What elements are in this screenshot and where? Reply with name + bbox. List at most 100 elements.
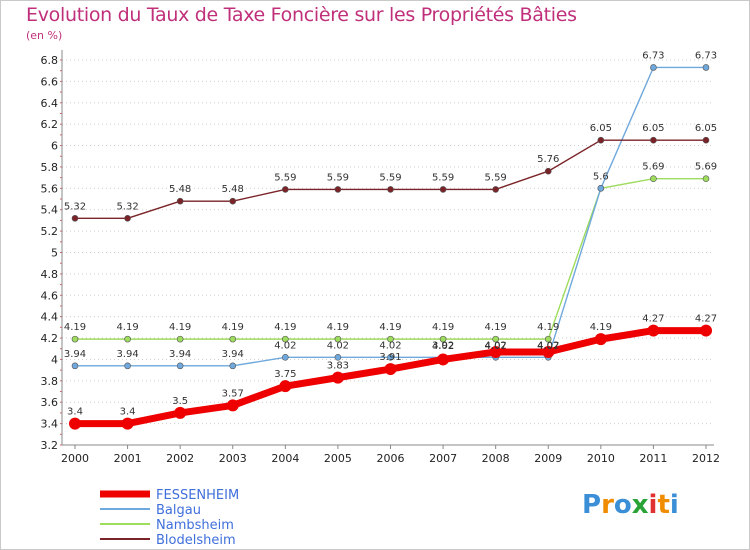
x-tick-label: 2012	[692, 452, 720, 465]
data-label: 4.07	[537, 341, 559, 352]
x-tick-label: 2008	[482, 452, 510, 465]
data-point-blodelsheim	[439, 186, 447, 193]
y-tick-label: 6.6	[41, 75, 59, 88]
data-label: 4.19	[379, 322, 401, 333]
y-tick-label: 3.6	[41, 396, 59, 409]
data-label: 4.19	[222, 322, 244, 333]
data-labels: 4.19 4.19 4.19 4.19 4.19 4.19 4.19 4.19 4.19 4.19…	[64, 50, 717, 417]
data-label: 4.19	[274, 322, 296, 333]
data-point-balgau	[387, 354, 394, 361]
data-point-blodelsheim	[176, 197, 184, 205]
data-point-blodelsheim	[702, 136, 710, 144]
data-point-nambsheim	[71, 335, 79, 343]
data-label: 5.59	[379, 172, 401, 183]
data-label: 4.19	[485, 322, 507, 333]
y-tick-label: 4	[51, 353, 58, 366]
data-point-blodelsheim	[544, 167, 552, 175]
data-label: 4.07	[485, 341, 507, 352]
data-point-balgau	[71, 362, 79, 370]
data-point-fessenheim	[594, 333, 607, 346]
y-tick-label: 5.8	[41, 161, 59, 174]
y-tick-label: 6	[51, 140, 58, 153]
data-label: 5.59	[485, 172, 507, 183]
legend-label-balgau: Balgau	[156, 503, 201, 518]
data-point-fessenheim	[542, 345, 555, 358]
series-line-nambsheim	[74, 178, 707, 340]
data-label: 6.05	[642, 123, 664, 134]
x-tick-label: 2005	[324, 452, 352, 465]
data-point-fessenheim	[437, 353, 450, 366]
proxiti-logo: Proxiti	[582, 490, 679, 520]
data-point-nambsheim	[124, 335, 131, 343]
data-label: 3.94	[64, 349, 86, 360]
y-tick-label: 4.4	[41, 311, 59, 324]
data-label: 3.94	[169, 349, 191, 360]
x-tick-label: 2011	[639, 452, 667, 465]
data-point-nambsheim	[387, 335, 394, 343]
data-label: 6.73	[695, 50, 717, 61]
data-label: 6.05	[695, 123, 717, 134]
data-label: 4.02	[485, 340, 507, 351]
y-tick-label: 3.4	[41, 418, 59, 431]
data-label: 4.19	[64, 322, 86, 333]
data-point-fessenheim	[700, 324, 712, 337]
axes: 3.2 3.4 3.6 3.8 4 4.2 4.4 4.6 4.8 5 5.2 5.4 5.6 5.8 6 6…	[41, 50, 720, 465]
data-point-blodelsheim	[387, 186, 394, 193]
data-point-nambsheim	[650, 175, 657, 183]
y-tick-label: 5.6	[41, 182, 59, 195]
logo-letter: t	[657, 490, 670, 520]
y-tick-label: 6.8	[41, 54, 59, 67]
data-point-balgau	[702, 64, 710, 71]
x-tick-label: 2001	[114, 452, 142, 465]
data-label: 5.48	[169, 184, 191, 195]
data-label: 3.57	[222, 388, 244, 399]
data-label: 5.59	[274, 172, 296, 183]
data-label: 4.02	[274, 340, 296, 351]
data-point-balgau	[282, 354, 289, 361]
x-tick-label: 2007	[429, 452, 457, 465]
data-point-blodelsheim	[71, 214, 79, 222]
data-point-balgau	[334, 354, 342, 361]
data-point-fessenheim	[69, 417, 81, 430]
data-label: 4.02	[379, 340, 401, 351]
legend-label-blodelsheim: Blodelsheim	[156, 533, 236, 548]
y-tick-label: 6.4	[41, 97, 59, 110]
x-tick-label: 2006	[377, 452, 405, 465]
legend-label-nambsheim: Nambsheim	[156, 518, 234, 533]
data-point-nambsheim	[229, 335, 237, 343]
data-label: 5.59	[432, 172, 454, 183]
data-point-blodelsheim	[492, 186, 499, 193]
data-point-balgau	[124, 362, 131, 370]
x-tick-label: 2010	[587, 452, 615, 465]
data-label: 6.73	[642, 50, 664, 61]
data-label: 4.27	[642, 314, 664, 325]
y-tick-label: 4.8	[41, 268, 59, 281]
data-label: 5.59	[327, 172, 349, 183]
y-tick-label: 5.4	[41, 204, 59, 217]
data-label: 4.02	[537, 340, 559, 351]
data-point-fessenheim	[174, 406, 187, 419]
data-label: 4.19	[432, 322, 454, 333]
y-tick-label: 3.8	[41, 375, 59, 388]
data-point-balgau	[650, 64, 657, 71]
data-point-balgau	[229, 362, 237, 370]
data-point-fessenheim	[226, 399, 239, 412]
data-label: 4.19	[327, 322, 349, 333]
logo-letter: o	[613, 490, 632, 520]
data-label: 6.05	[590, 123, 612, 134]
data-point-nambsheim	[702, 175, 710, 183]
data-label: 5.32	[116, 201, 138, 212]
data-label: 5.32	[64, 201, 86, 212]
x-tick-label: 2002	[166, 452, 194, 465]
data-point-blodelsheim	[334, 186, 342, 193]
data-label: 4.27	[695, 314, 717, 325]
data-point-fessenheim	[384, 363, 397, 376]
data-label: 3.5	[172, 396, 188, 407]
data-point-blodelsheim	[282, 186, 289, 193]
logo-letter: P	[582, 490, 602, 520]
unit-label: (en %)	[26, 29, 63, 42]
logo-letter: i	[648, 490, 658, 520]
data-point-nambsheim	[282, 335, 289, 343]
